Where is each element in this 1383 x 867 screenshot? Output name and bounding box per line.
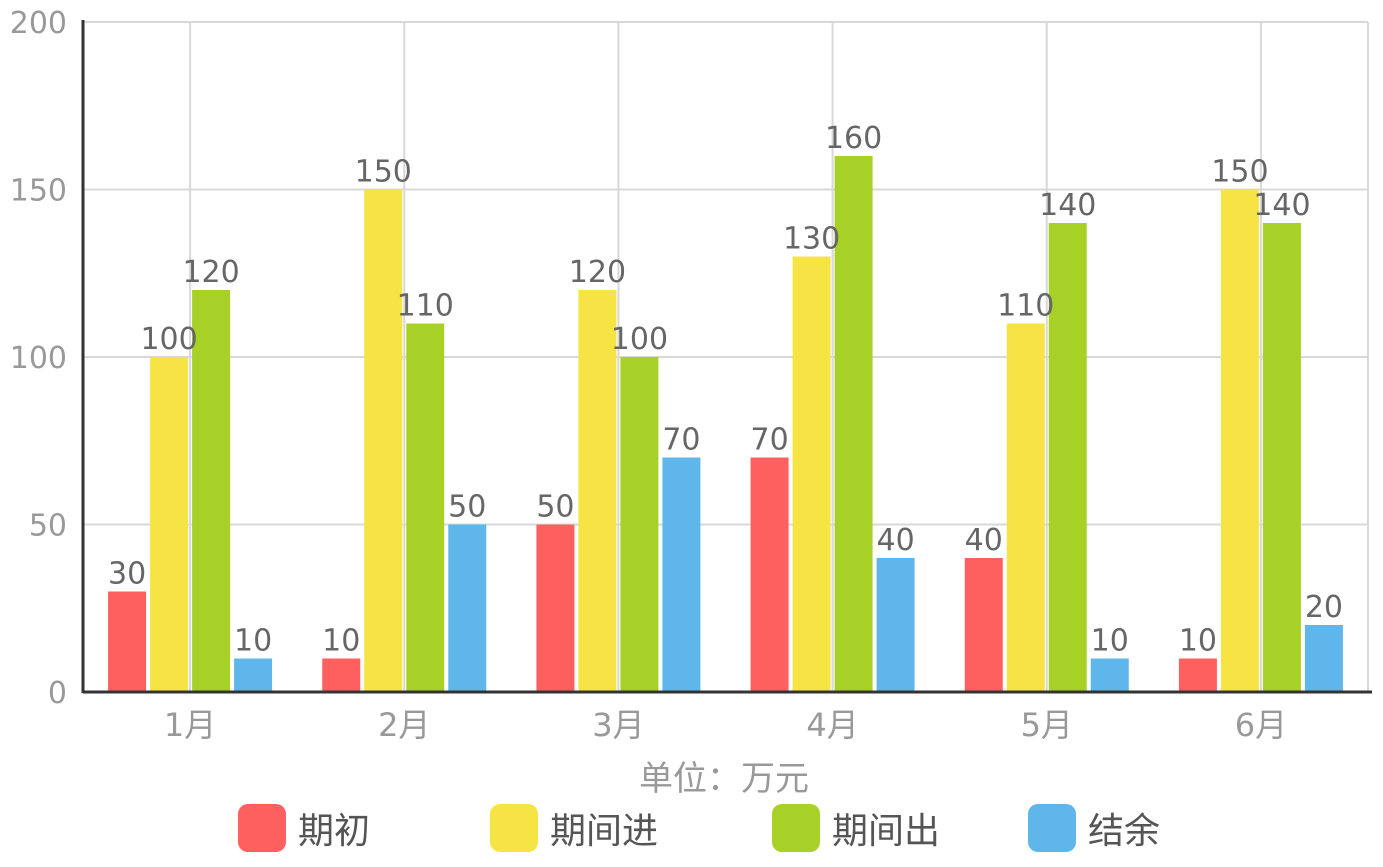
y-tick-label: 100 [10,341,67,376]
bar[interactable] [1220,189,1259,693]
bar[interactable] [364,189,403,693]
data-label: 100 [140,322,197,357]
y-tick-label: 150 [10,174,67,209]
bar[interactable] [876,558,915,692]
legend-swatch-opening [238,804,286,852]
bar[interactable] [1006,323,1045,693]
data-label: 120 [569,255,626,290]
x-axis-title: 单位：万元 [639,759,809,799]
data-label: 10 [322,624,360,659]
bar[interactable] [322,658,361,693]
bar[interactable] [1090,658,1129,693]
y-tick-label: 50 [29,509,67,544]
grid-layer [83,21,1369,692]
legend-swatch-inflow [490,804,538,852]
bar[interactable] [662,457,701,693]
data-label: 120 [182,255,239,290]
bar[interactable] [578,290,617,692]
data-label: 140 [1039,188,1096,223]
bars-layer [108,156,1343,692]
data-label: 20 [1305,590,1343,625]
x-tick-label: 4月 [806,706,858,744]
data-label: 50 [536,490,574,525]
bar[interactable] [1262,223,1301,692]
bar[interactable] [234,658,273,693]
legend-item-opening[interactable]: 期初 [238,800,370,856]
bar[interactable] [1048,223,1087,692]
bar[interactable] [406,323,445,693]
legend-swatch-balance [1028,804,1076,852]
data-label: 160 [825,121,882,156]
data-label: 110 [397,289,454,324]
bar[interactable] [792,256,831,693]
data-label: 40 [965,523,1003,558]
legend: 期初 期间进 期间出 结余 [0,800,1383,860]
bar[interactable] [192,290,231,692]
data-label: 30 [108,557,146,592]
data-label: 130 [783,222,840,257]
x-tick-label: 3月 [592,706,644,744]
legend-label-opening: 期初 [298,811,371,852]
bar[interactable] [150,357,189,692]
x-tick-label: 6月 [1235,706,1287,744]
x-tick-label: 1月 [164,706,216,744]
data-label: 10 [1091,624,1129,659]
legend-item-inflow[interactable]: 期间进 [490,800,658,856]
bar[interactable] [620,357,659,692]
bar[interactable] [964,558,1003,692]
bar[interactable] [1178,658,1217,693]
x-tick-label: 2月 [378,706,430,744]
legend-label-balance: 结余 [1088,811,1161,852]
legend-label-inflow: 期间进 [550,811,659,852]
y-tick-label: 0 [48,676,67,711]
legend-item-outflow[interactable]: 期间出 [772,800,940,856]
data-label: 10 [1179,624,1217,659]
data-label: 140 [1253,188,1310,223]
data-label: 150 [355,155,412,190]
x-tick-label: 5月 [1021,706,1073,744]
bar[interactable] [108,591,147,693]
data-label: 110 [997,289,1054,324]
axis-layer: 0 50 100 150 200 1月 2月 3月 4月 5月 6月 [10,6,1372,744]
bar[interactable] [448,524,487,693]
data-label: 50 [448,490,486,525]
bar[interactable] [1304,625,1343,692]
legend-label-outflow: 期间出 [832,811,941,852]
data-label: 10 [234,624,272,659]
legend-item-balance[interactable]: 结余 [1028,800,1160,856]
data-label: 70 [750,423,788,458]
y-tick-label: 200 [10,6,67,41]
data-label: 100 [611,322,668,357]
data-labels-layer: 30 100 120 10 10 150 110 50 50 120 100 70 70 130 160 40… [108,121,1343,659]
bar[interactable] [750,457,789,693]
data-label: 40 [876,523,914,558]
legend-swatch-outflow [772,804,820,852]
data-label: 70 [662,423,700,458]
bar[interactable] [834,156,873,692]
data-label: 150 [1211,155,1268,190]
bar[interactable] [536,524,575,693]
